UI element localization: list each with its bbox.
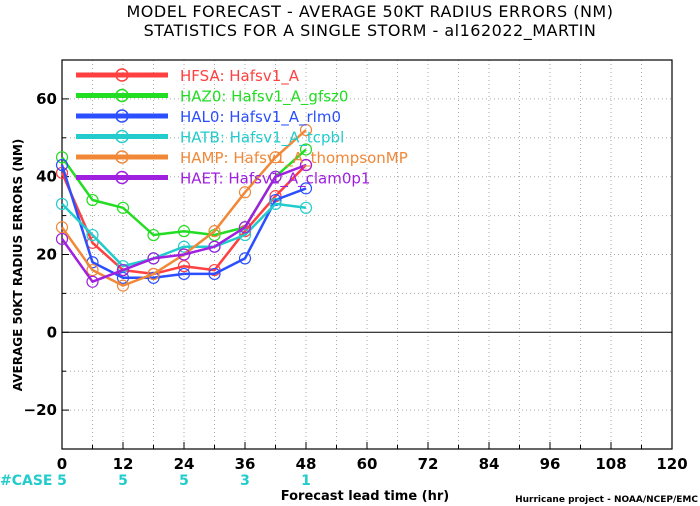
data-point [299, 182, 313, 195]
data-point [238, 186, 252, 199]
data-point [177, 240, 191, 253]
series-line [61, 202, 307, 268]
data-point [116, 201, 130, 214]
x-tick-label: 72 [418, 455, 439, 473]
y-tick-label: 20 [36, 246, 57, 264]
data-point [208, 267, 221, 281]
data-point [299, 143, 313, 156]
legend-label: HFSA: Hafsv1_A [180, 67, 300, 86]
chart-title: MODEL FORECAST - AVERAGE 50KT RADIUS ERR… [127, 2, 614, 21]
data-point [86, 263, 99, 277]
y-tick-label: 0 [47, 323, 57, 341]
legend-label: HAMP: Hafsv1_A_thompsonMP [180, 149, 408, 168]
data-point [55, 197, 69, 211]
legend-swatch-marker [115, 68, 129, 82]
data-point [208, 240, 221, 253]
data-point [147, 267, 160, 281]
legend-swatch-marker [115, 150, 129, 164]
data-point [238, 252, 252, 265]
legend-swatch-marker [115, 129, 129, 144]
data-point [177, 225, 191, 238]
y-tick-label: −20 [24, 401, 57, 419]
series-line [60, 164, 307, 280]
case-count: 5 [57, 473, 67, 489]
case-count: 1 [301, 473, 311, 489]
data-point [177, 260, 191, 273]
series-line [60, 164, 307, 276]
case-counts: 5 5 5 3 1 [57, 473, 311, 489]
case-count: 3 [240, 473, 250, 489]
x-tick-label: 84 [479, 455, 500, 473]
data-point [177, 267, 191, 281]
y-tick-label: 60 [36, 90, 57, 108]
data-point [269, 151, 282, 164]
data-point [177, 248, 191, 261]
x-axis-label: Forecast lead time (hr) [281, 489, 449, 504]
legend-label: HAL0: Hafsv1_A_rlm0 [180, 108, 341, 127]
x-tick-label: 108 [595, 455, 626, 473]
legend-swatch-marker [115, 170, 129, 185]
x-tick-label: 24 [174, 455, 195, 473]
data-point [86, 275, 99, 288]
x-tick-label: 48 [296, 455, 317, 473]
data-point [299, 123, 313, 137]
data-point [86, 228, 99, 242]
data-point [55, 158, 69, 172]
chart-subtitle: STATISTICS FOR A SINGLE STORM - al162022… [144, 21, 597, 41]
series-lines [55, 123, 313, 292]
legend: HFSA: Hafsv1_A HAZ0: Hafsv1_A_gfsz0HAL0: … [76, 67, 408, 189]
data-point [299, 158, 313, 172]
data-point [147, 228, 160, 242]
legend-swatch-marker [115, 109, 129, 123]
x-tick-label: 0 [57, 455, 67, 473]
x-tick-label: 36 [235, 455, 256, 473]
legend-label: HATB: Hafsv1_A_tcpbl [180, 129, 344, 148]
data-point [55, 221, 69, 234]
data-point [238, 228, 252, 242]
x-tick-label: 96 [540, 455, 561, 473]
data-point [55, 232, 69, 246]
data-point [116, 279, 130, 292]
data-point [208, 225, 221, 238]
x-tick-label: 12 [113, 455, 134, 473]
y-axis-label: AVERAGE 50KT RADIUS ERRORS (NM) [11, 139, 25, 391]
data-point [238, 221, 252, 234]
legend-label: HAZ0: Hafsv1_A_gfsz0 [180, 88, 348, 107]
data-point [116, 260, 130, 273]
axes: −20 0 20 40 60 0 12 24 36 48 60 72 84 96 108 120 [24, 59, 688, 473]
data-point [147, 271, 160, 284]
legend-swatch-marker [115, 88, 129, 103]
data-point [269, 170, 282, 183]
x-tick-label: 60 [357, 455, 378, 473]
case-count: 5 [179, 473, 189, 489]
legend-label: HAET: Hafsv1_A_clam0p1 [180, 170, 370, 189]
data-point [299, 201, 313, 214]
y-tick-label: 40 [36, 168, 57, 186]
case-label: #CASE [0, 473, 53, 489]
data-point [116, 271, 130, 284]
data-point [55, 151, 69, 164]
data-point [116, 263, 130, 277]
data-point [86, 193, 99, 207]
data-point [147, 252, 160, 265]
data-point [269, 197, 282, 211]
series-line [60, 163, 307, 283]
case-count: 5 [118, 473, 128, 489]
footer-credit: Hurricane project - NOAA/NCEP/EMC [515, 495, 698, 505]
x-tick-label: 120 [656, 455, 687, 473]
